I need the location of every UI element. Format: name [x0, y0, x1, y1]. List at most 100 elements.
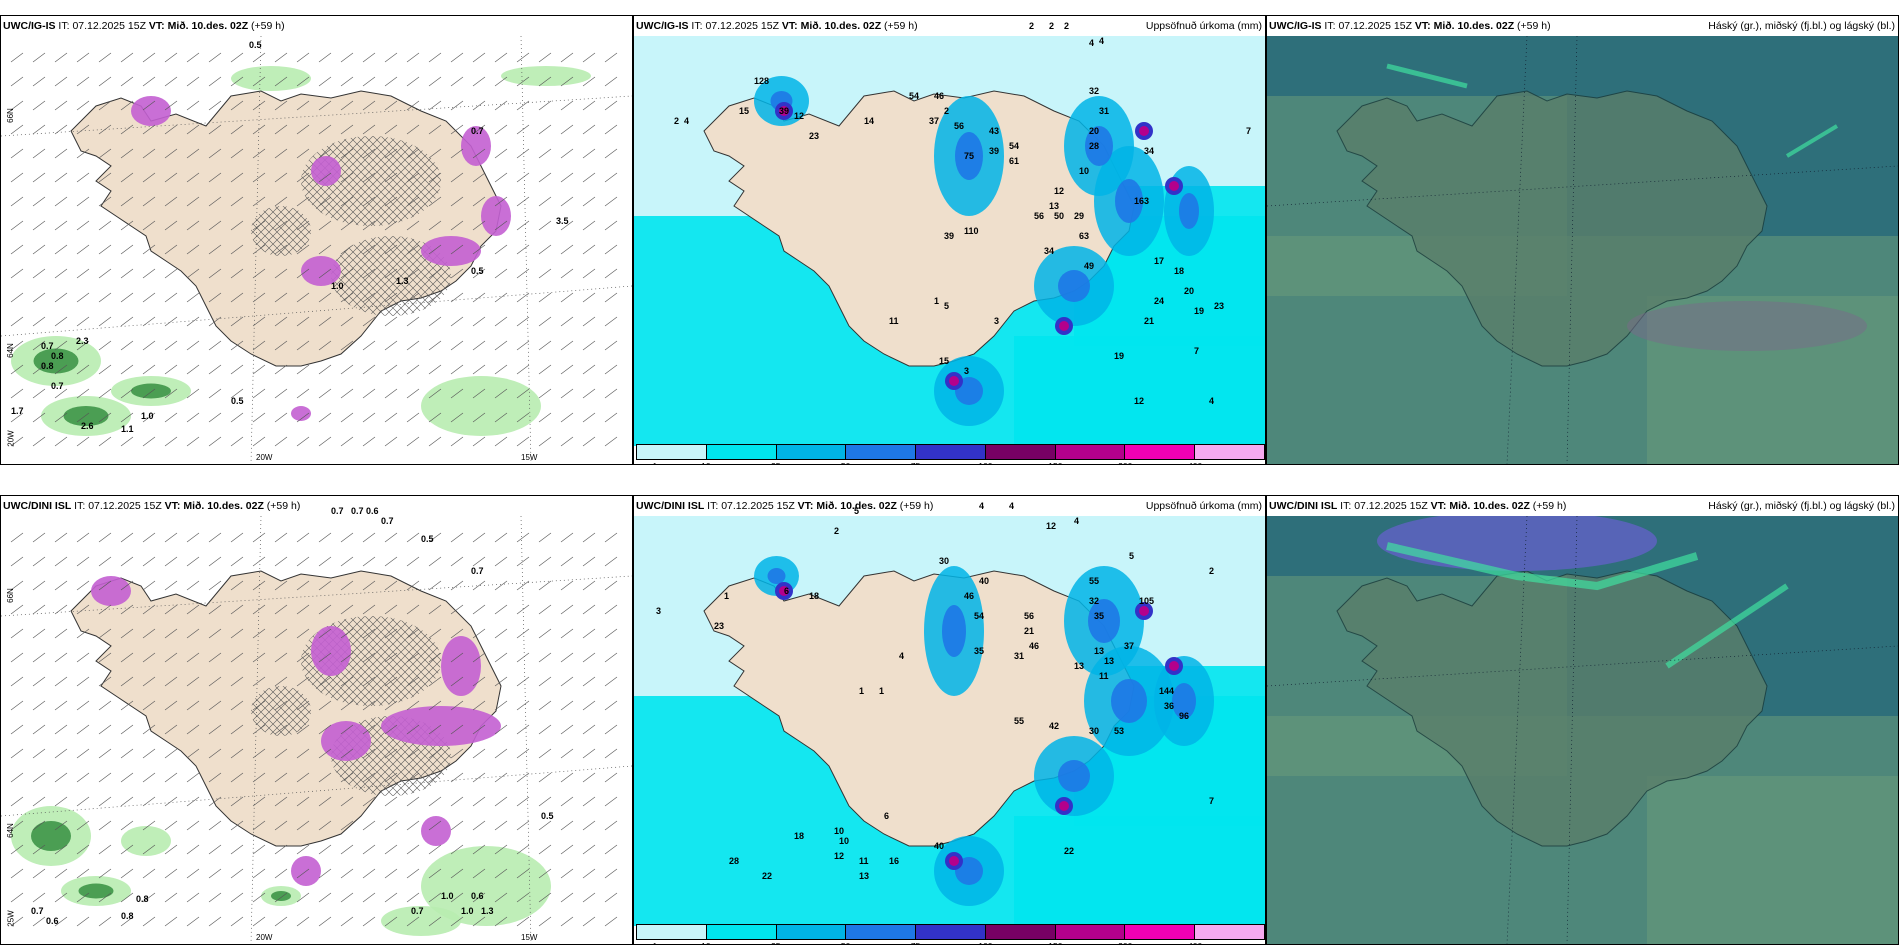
value-label: 0.5: [471, 266, 484, 276]
value-label: 19: [1114, 351, 1125, 361]
vt-value: Mið. 10.des. 02Z: [800, 20, 882, 32]
value-label: 12: [794, 111, 805, 121]
value-label: 11: [1099, 671, 1109, 681]
value-label: 1: [879, 686, 885, 696]
colorbar: 1 10 25 50 75 100 150 200 400: [636, 444, 1265, 464]
it-value: 07.12.2025 15Z: [1354, 500, 1428, 512]
value-label: 18: [1174, 266, 1185, 276]
value-label: 0.5: [231, 396, 244, 406]
colorbar-cell: [985, 445, 1056, 459]
value-label: 24: [1154, 296, 1165, 306]
value-label: 0.7: [331, 506, 344, 516]
panel-clouds-igis: UWC/IG-IS IT: 07.12.2025 15Z VT: Mið. 10…: [1266, 15, 1899, 465]
axis-label: 66N: [5, 108, 15, 123]
model-name: UWC/IG-IS: [1269, 20, 1322, 32]
colorbar-cell: [776, 925, 847, 939]
colorbar-tick: 50: [841, 461, 850, 464]
colorbar-tick: 150: [1048, 461, 1062, 464]
snow-map: [1, 36, 632, 464]
colorbar-tick: 100: [978, 461, 992, 464]
value-label: 20: [1184, 286, 1195, 296]
colorbar-tick: 100: [978, 941, 992, 944]
model-name: UWC/DINI ISL: [3, 500, 72, 512]
value-label: 23: [714, 621, 725, 631]
axis-label: 20W: [256, 453, 273, 462]
vt-value: Mið. 10.des. 02Z: [183, 500, 264, 512]
panel-snow-dini: 66N 64N 20W 15W 25W 0.7 0.7 0.6 0.7 0.5 0.7 1.0 0.6 0…: [0, 495, 633, 945]
colorbar-tick: 25: [771, 941, 780, 944]
vt-label: VT:: [797, 500, 814, 512]
panel-precip-igis: 2 2 2 4 4 7 4 128 15 39 12 14 23 54 46 37 56 75 43 39 54 61 32…: [633, 15, 1266, 465]
value-label: 1.7: [11, 406, 24, 416]
colorbar-tick: 25: [771, 461, 780, 464]
value-label: 28: [729, 856, 740, 866]
axis-label: 64N: [5, 343, 15, 358]
panel-title: UWC/DINI ISL IT: 07.12.2025 15Z VT: Mið.…: [1269, 500, 1566, 512]
value-label: 39: [779, 106, 790, 116]
value-label: 13: [859, 871, 870, 881]
value-label: 7: [1246, 126, 1252, 136]
value-label: 0.7: [41, 341, 54, 351]
value-label: 56: [954, 121, 965, 131]
lead-time: (+59 h): [884, 20, 918, 32]
value-label: 18: [794, 831, 805, 841]
vt-value: Mið. 10.des. 02Z: [1449, 500, 1530, 512]
value-label: 0.6: [46, 916, 59, 926]
value-label: 46: [1029, 641, 1040, 651]
value-label: 7: [1209, 796, 1215, 806]
value-label: 0.7: [471, 126, 484, 136]
model-name: UWC/IG-IS: [3, 20, 56, 32]
value-label: 42: [1049, 721, 1060, 731]
value-label: 2.6: [81, 421, 94, 431]
colorbar-cell: [1055, 445, 1126, 459]
value-label: 4: [1009, 501, 1015, 511]
colorbar-tick: 10: [701, 461, 710, 464]
colorbar-tick: 10: [701, 941, 710, 944]
precip-map: [634, 516, 1265, 926]
value-label: 43: [989, 126, 1000, 136]
colorbar-tick: 50: [841, 941, 850, 944]
colorbar-cell: [776, 445, 847, 459]
value-label: 34: [1044, 246, 1055, 256]
value-label: 19: [1194, 306, 1205, 316]
value-label: 5: [854, 506, 860, 516]
value-label: 0.5: [249, 40, 262, 50]
value-label: 15: [739, 106, 750, 116]
value-label: 96: [1179, 711, 1190, 721]
value-label: 12: [834, 851, 845, 861]
value-label: 55: [1014, 716, 1025, 726]
value-label: 12: [1134, 396, 1145, 406]
it-label: IT:: [1324, 20, 1336, 32]
colorbar-tick: 75: [911, 461, 920, 464]
value-label: 34: [1144, 146, 1155, 156]
value-label: 0.7: [351, 506, 364, 516]
panel-snow-igis: 66N 64N 20W 15W 20W 0.5 0.7 0.8 0.8 2.3 0.7 1.7 1.0 2…: [0, 15, 633, 465]
value-label: 7: [1194, 346, 1200, 356]
value-label: 37: [1124, 641, 1135, 651]
value-label: 5: [1129, 551, 1135, 561]
value-label: 49: [1084, 261, 1095, 271]
value-label: 31: [1099, 106, 1110, 116]
value-label: 2: [944, 106, 950, 116]
colorbar-cell: [1125, 925, 1196, 939]
value-label: 12: [1046, 521, 1057, 531]
colorbar-cell: [1195, 925, 1265, 939]
panel-title: UWC/IG-IS IT: 07.12.2025 15Z VT: Mið. 10…: [3, 20, 285, 32]
panel-title: UWC/DINI ISL IT: 07.12.2025 15Z VT: Mið.…: [636, 500, 933, 512]
lead-time: (+59 h): [251, 20, 285, 32]
value-label: 23: [1214, 301, 1225, 311]
value-label: 2.3: [76, 336, 89, 346]
value-label: 22: [1064, 846, 1075, 856]
value-label: 54: [1009, 141, 1020, 151]
colorbar-tick: 200: [1118, 941, 1132, 944]
colorbar-cell: [985, 925, 1056, 939]
value-label: 4: [684, 116, 690, 126]
value-label: 40: [934, 841, 945, 851]
value-label: 55: [1089, 576, 1100, 586]
value-label: 4: [1099, 36, 1105, 46]
colorbar-cell: [1055, 925, 1126, 939]
value-label: 2: [1029, 21, 1035, 31]
panel-precip-dini: 5 4 4 12 4 5 2 1 6 3 2 23 18 30 40 46 54 56 21 46 35 31 55 32 35…: [633, 495, 1266, 945]
value-label: 1: [859, 686, 865, 696]
lead-time: (+59 h): [1532, 500, 1567, 512]
